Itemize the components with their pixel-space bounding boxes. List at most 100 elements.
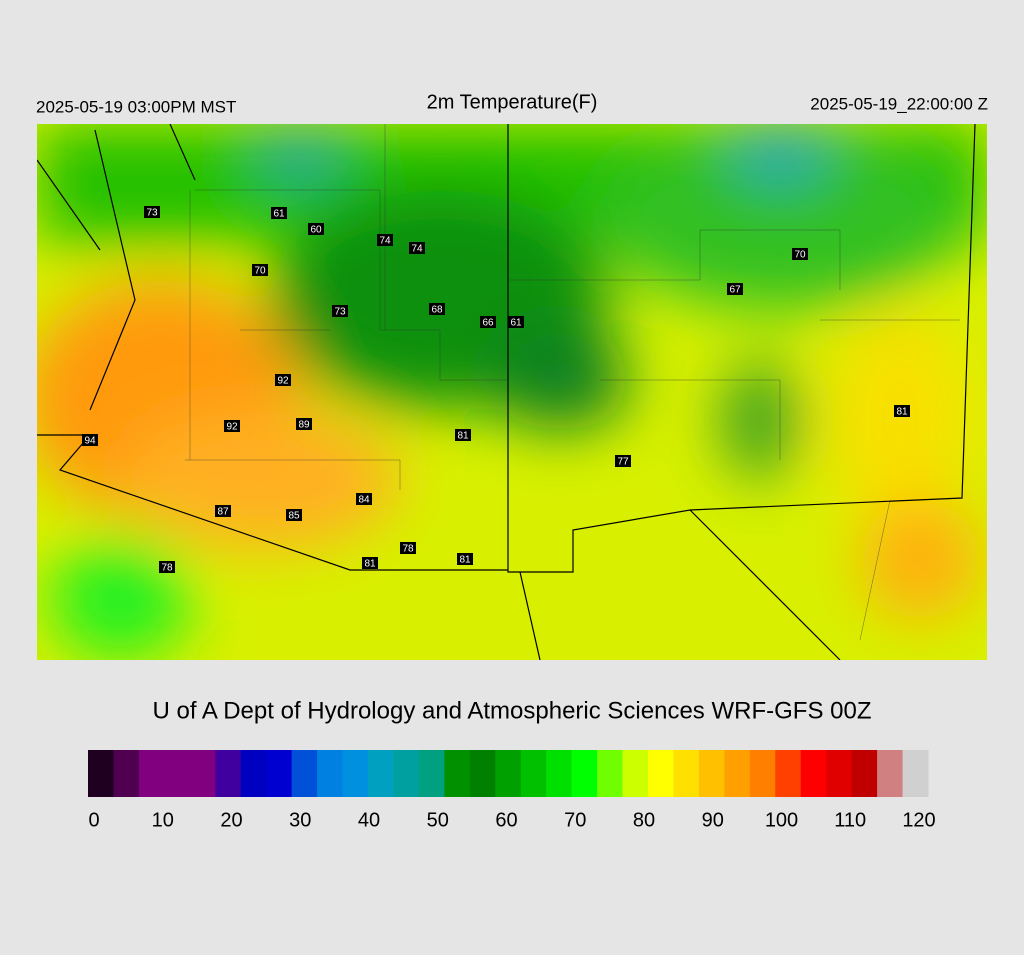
- colorbar-tick-label: 20: [220, 809, 242, 831]
- station-label: 78: [402, 544, 414, 555]
- colorbar-segment: [597, 750, 624, 797]
- station-box: [615, 455, 631, 467]
- station-label: 73: [334, 307, 346, 318]
- colorbar-segment: [698, 750, 725, 797]
- colorbar-tick-label: 30: [289, 809, 311, 831]
- station-box: [144, 206, 160, 218]
- station-box: [377, 234, 393, 246]
- colorbar-tick-label: 80: [633, 809, 655, 831]
- colorbar-segment: [571, 750, 598, 797]
- station-box: [455, 429, 471, 441]
- colorbar-segment: [215, 750, 242, 797]
- station-box: [356, 493, 372, 505]
- station-box: [894, 405, 910, 417]
- station-box: [286, 509, 302, 521]
- colorbar-tick-label: 90: [702, 809, 724, 831]
- station-label: 81: [364, 559, 376, 570]
- colorbar-segment: [444, 750, 471, 797]
- station-box: [215, 505, 231, 517]
- station-label: 77: [617, 457, 629, 468]
- colorbar-segment: [266, 750, 293, 797]
- station-label: 67: [729, 285, 741, 296]
- colorbar-segment: [113, 750, 140, 797]
- colorbar-segment: [88, 750, 114, 797]
- colorbar-segment: [317, 750, 344, 797]
- station-label: 61: [510, 318, 522, 329]
- station-label: 81: [896, 407, 908, 418]
- colorbar-segment: [902, 750, 929, 797]
- station-box: [429, 303, 445, 315]
- station-box: [508, 316, 524, 328]
- colorbar: [88, 750, 929, 797]
- station-box: [82, 434, 98, 446]
- station-box: [362, 557, 378, 569]
- station-box: [271, 207, 287, 219]
- station-box: [400, 542, 416, 554]
- station-label: 81: [457, 431, 469, 442]
- station-box: [159, 561, 175, 573]
- colorbar-tick-label: 70: [564, 809, 586, 831]
- colorbar-segment: [291, 750, 318, 797]
- colorbar-segment: [622, 750, 649, 797]
- station-label: 84: [358, 495, 370, 506]
- station-box: [457, 553, 473, 565]
- station-box: [296, 418, 312, 430]
- station-label: 78: [161, 563, 173, 574]
- colorbar-tick-label: 0: [88, 809, 99, 831]
- station-box: [252, 264, 268, 276]
- colorbar-segment: [469, 750, 496, 797]
- credit: U of A Dept of Hydrology and Atmospheric…: [153, 697, 872, 724]
- station-label: 68: [431, 305, 443, 316]
- station-label: 74: [379, 236, 391, 247]
- colorbar-tick-label: 40: [358, 809, 380, 831]
- colorbar-tick-label: 60: [495, 809, 517, 831]
- colorbar-segment: [520, 750, 547, 797]
- station-box: [275, 374, 291, 386]
- colorbar-tick-label: 50: [427, 809, 449, 831]
- colorbar-segment: [189, 750, 216, 797]
- station-label: 92: [277, 376, 289, 387]
- station-box: [480, 316, 496, 328]
- colorbar-segment: [800, 750, 827, 797]
- colorbar-segment: [724, 750, 751, 797]
- colorbar-segment: [368, 750, 394, 797]
- colorbar-segment: [546, 750, 573, 797]
- colorbar-segment: [495, 750, 522, 797]
- colorbar-segment: [138, 750, 165, 797]
- colorbar-tick-label: 120: [902, 809, 935, 831]
- station-box: [792, 248, 808, 260]
- colorbar-segment: [342, 750, 369, 797]
- colorbar-segment: [648, 750, 674, 797]
- header-left: 2025-05-19 03:00PM MST: [36, 97, 236, 116]
- colorbar-segment: [240, 750, 267, 797]
- station-label: 70: [794, 250, 806, 261]
- station-label: 73: [146, 208, 158, 219]
- station-label: 60: [310, 225, 322, 236]
- colorbar-segment: [164, 750, 191, 797]
- station-label: 70: [254, 266, 266, 277]
- colorbar-tick-label: 110: [834, 809, 866, 831]
- colorbar-segment: [851, 750, 878, 797]
- station-label: 66: [482, 318, 494, 329]
- station-label: 85: [288, 511, 300, 522]
- station-box: [332, 305, 348, 317]
- title: 2m Temperature(F): [427, 91, 598, 113]
- station-label: 87: [217, 507, 229, 518]
- station-box: [308, 223, 324, 235]
- station-box: [224, 420, 240, 432]
- colorbar-segment: [749, 750, 776, 797]
- station-label: 92: [226, 422, 238, 433]
- station-label: 94: [84, 436, 96, 447]
- header-right: 2025-05-19_22:00:00 Z: [810, 94, 988, 113]
- station-box: [409, 242, 425, 254]
- colorbar-segment: [877, 750, 904, 797]
- station-label: 89: [298, 420, 310, 431]
- map: [37, 124, 987, 660]
- station-label: 74: [411, 244, 423, 255]
- colorbar-segment: [393, 750, 420, 797]
- station-label: 61: [273, 209, 285, 220]
- colorbar-segment: [673, 750, 700, 797]
- colorbar-segment: [418, 750, 445, 797]
- station-box: [727, 283, 743, 295]
